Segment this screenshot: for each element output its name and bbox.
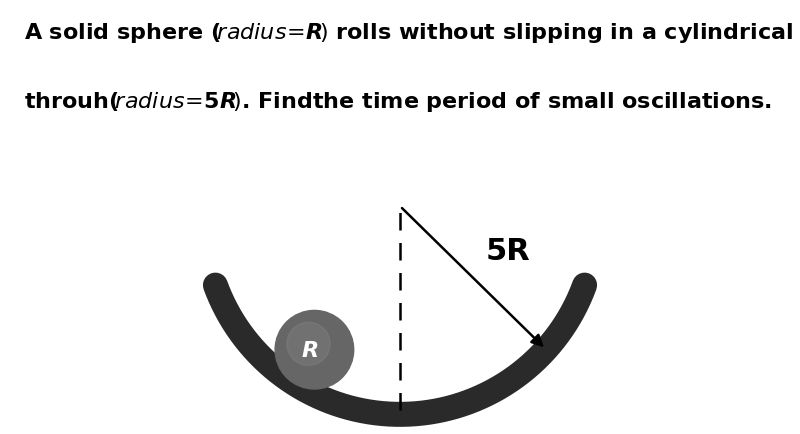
Text: 5R: 5R [486,236,530,265]
Circle shape [287,322,330,365]
Circle shape [275,311,354,389]
Text: throuh$\boldsymbol{(}\!\boldsymbol{\mathit{radius}}\!=\!\boldsymbol{5R}\!)$. Fin: throuh$\boldsymbol{(}\!\boldsymbol{\math… [24,90,772,114]
Text: R: R [302,340,319,360]
Text: A solid sphere $\boldsymbol{(}\!\boldsymbol{\mathit{radius}}\!=\!\boldsymbol{R}\: A solid sphere $\boldsymbol{(}\!\boldsym… [24,21,793,45]
